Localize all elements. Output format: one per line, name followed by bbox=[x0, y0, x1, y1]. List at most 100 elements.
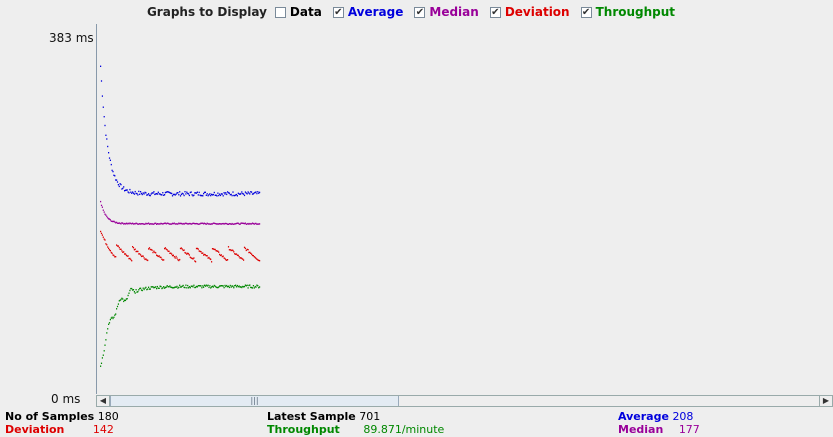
point-deviation bbox=[177, 259, 179, 261]
point-median bbox=[247, 222, 249, 225]
point-throughput bbox=[130, 287, 132, 290]
point-median bbox=[169, 223, 171, 225]
point-median bbox=[226, 223, 228, 225]
point-median bbox=[156, 223, 158, 225]
point-deviation bbox=[188, 254, 190, 256]
point-average bbox=[212, 193, 214, 196]
point-median bbox=[154, 222, 156, 225]
point-average bbox=[229, 194, 231, 196]
point-average bbox=[101, 95, 103, 97]
point-average bbox=[195, 192, 198, 194]
point-average bbox=[160, 194, 162, 196]
point-median bbox=[104, 213, 106, 215]
checkbox-data[interactable]: Data bbox=[274, 5, 322, 19]
scroll-right-arrow-icon[interactable]: ▶ bbox=[819, 396, 832, 406]
point-average bbox=[166, 191, 168, 193]
point-deviation bbox=[197, 248, 199, 250]
point-median bbox=[255, 222, 257, 225]
checkbox-throughput-label: Throughput bbox=[595, 5, 676, 19]
point-median bbox=[177, 223, 179, 225]
checkbox-data-label: Data bbox=[289, 5, 322, 19]
point-average bbox=[252, 193, 254, 195]
point-average bbox=[198, 191, 200, 194]
point-deviation bbox=[120, 248, 122, 250]
point-throughput bbox=[143, 288, 145, 291]
checkbox-median[interactable]: ✔ Median bbox=[414, 5, 479, 19]
point-average bbox=[200, 195, 202, 197]
point-average bbox=[246, 193, 248, 195]
point-throughput bbox=[202, 285, 204, 287]
graph-horizontal-scrollbar[interactable]: ◀ ||| ▶ bbox=[96, 395, 833, 407]
graph-svg bbox=[100, 65, 261, 367]
point-median bbox=[119, 222, 121, 225]
point-median bbox=[103, 211, 105, 213]
point-throughput bbox=[166, 285, 168, 287]
point-throughput bbox=[205, 284, 207, 286]
checkbox-average[interactable]: ✔ Average bbox=[332, 5, 403, 19]
point-deviation bbox=[180, 247, 182, 249]
point-deviation bbox=[131, 260, 133, 262]
point-median bbox=[207, 223, 209, 225]
point-throughput bbox=[167, 286, 169, 288]
point-throughput bbox=[221, 285, 223, 287]
point-throughput bbox=[171, 287, 174, 289]
point-deviation bbox=[259, 260, 261, 262]
point-throughput bbox=[159, 285, 161, 287]
point-average bbox=[247, 191, 249, 193]
point-throughput bbox=[160, 285, 162, 288]
point-deviation bbox=[158, 255, 160, 257]
point-average bbox=[142, 192, 144, 194]
graph-plot-area bbox=[96, 24, 833, 394]
point-average bbox=[154, 193, 156, 196]
point-deviation bbox=[247, 249, 249, 251]
point-median bbox=[184, 222, 186, 225]
checkbox-checked-icon[interactable]: ✔ bbox=[580, 6, 592, 18]
checkbox-checked-icon[interactable]: ✔ bbox=[489, 6, 501, 18]
point-throughput bbox=[244, 284, 246, 286]
point-median bbox=[111, 220, 113, 222]
point-throughput bbox=[259, 286, 261, 288]
point-throughput bbox=[247, 287, 249, 289]
point-average bbox=[118, 185, 120, 188]
point-throughput bbox=[115, 313, 117, 315]
point-median bbox=[258, 223, 260, 225]
point-throughput bbox=[194, 286, 196, 289]
point-deviation bbox=[210, 258, 212, 261]
point-median bbox=[114, 221, 116, 223]
point-average bbox=[133, 193, 135, 195]
point-average bbox=[130, 191, 132, 193]
point-deviation bbox=[132, 246, 134, 248]
checkbox-unchecked-icon[interactable] bbox=[274, 6, 286, 18]
point-median bbox=[125, 222, 127, 224]
checkbox-checked-icon[interactable]: ✔ bbox=[414, 6, 426, 18]
scrollbar-thumb[interactable]: ||| bbox=[110, 396, 399, 406]
point-average bbox=[156, 193, 158, 195]
point-throughput bbox=[196, 286, 198, 288]
point-deviation bbox=[183, 249, 185, 251]
point-average bbox=[202, 195, 204, 197]
point-average bbox=[163, 194, 165, 196]
point-throughput bbox=[203, 284, 206, 286]
point-average bbox=[140, 191, 142, 193]
point-median bbox=[171, 222, 174, 225]
checkbox-deviation[interactable]: ✔ Deviation bbox=[489, 5, 570, 19]
scroll-left-arrow-icon[interactable]: ◀ bbox=[97, 396, 110, 406]
point-throughput bbox=[138, 289, 140, 291]
point-average bbox=[239, 193, 241, 195]
point-average bbox=[108, 157, 111, 159]
point-throughput bbox=[216, 286, 218, 289]
checkbox-checked-icon[interactable]: ✔ bbox=[332, 6, 344, 18]
point-average bbox=[183, 194, 185, 197]
point-median bbox=[225, 222, 227, 225]
point-average bbox=[124, 189, 127, 191]
point-throughput bbox=[235, 284, 237, 286]
point-throughput bbox=[258, 287, 260, 289]
point-median bbox=[131, 223, 133, 225]
point-deviation bbox=[114, 256, 116, 258]
checkbox-throughput[interactable]: ✔ Throughput bbox=[580, 5, 676, 19]
stat-median: Median 177 bbox=[618, 423, 700, 436]
point-deviation bbox=[153, 250, 155, 252]
point-average bbox=[215, 194, 217, 196]
point-median bbox=[249, 222, 251, 225]
point-deviation bbox=[116, 244, 118, 246]
